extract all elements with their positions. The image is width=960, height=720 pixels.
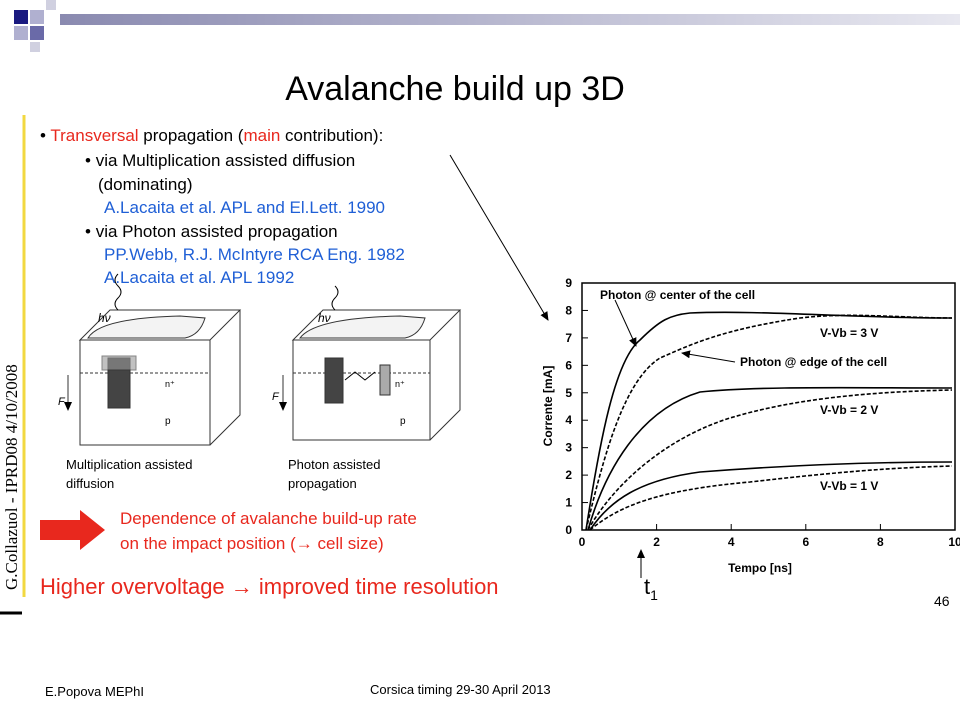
x-axis-label: Tempo [ns]: [728, 561, 792, 575]
y-tick-label: 7: [565, 331, 572, 345]
pointer: [449, 154, 549, 321]
diagram-label: n⁺: [395, 379, 405, 389]
y-tick-label: 6: [565, 358, 572, 372]
figure: Photon @ center of the cell Photon @ edg…: [541, 276, 960, 575]
annotation: Photon @ edge of the cell: [740, 355, 887, 369]
x-tick-label: 8: [877, 535, 884, 549]
bullet: • Transversal propagation (main contribu…: [40, 126, 383, 145]
diagram-label: F: [58, 396, 66, 408]
x-tick-label: 0: [579, 535, 586, 549]
footer-center: Corsica timing 29-30 April 2013: [370, 682, 551, 697]
caption: Multiplication assisted: [66, 457, 192, 472]
y-tick-label: 8: [565, 303, 572, 317]
caption: propagation: [288, 476, 357, 491]
y-tick-label: 3: [565, 441, 572, 455]
annotation: V-Vb = 2 V: [820, 403, 878, 417]
footer-left: E.Popova MEPhI: [45, 684, 144, 699]
side-note: G.Collazuol - IPRD08 4/10/2008: [2, 364, 21, 590]
caption: diffusion: [66, 476, 114, 491]
diagram-2: [279, 285, 462, 441]
y-tick-label: 1: [565, 496, 572, 510]
annotation: Photon @ center of the cell: [600, 288, 755, 302]
diagram-label: hν: [98, 311, 111, 325]
reference: A.Lacaita et al. APL 1992: [104, 268, 294, 287]
diagram-1: [64, 273, 242, 446]
diagram-label: hν: [318, 311, 331, 325]
annotation: V-Vb = 1 V: [820, 479, 878, 493]
y-tick-label: 5: [565, 386, 572, 400]
diagram-label: n⁺: [165, 379, 175, 389]
y-tick-label: 0: [565, 523, 572, 537]
y-axis-label: Corrente [mA]: [541, 366, 555, 447]
reference: A.Lacaita et al. APL and El.Lett. 1990: [104, 198, 385, 217]
sub-bullet: • via Multiplication assisted diffusion: [85, 151, 355, 170]
x-tick-label: 6: [802, 535, 809, 549]
red-arrow: [40, 510, 105, 550]
x-tick-label: 10: [948, 535, 960, 549]
plot-frame: [581, 282, 956, 531]
x-tick-label: 2: [653, 535, 660, 549]
dependence: on the impact position (→ cell size): [120, 534, 384, 553]
diagram-label: p: [165, 416, 171, 427]
reference: PP.Webb, R.J. McIntyre RCA Eng. 1982: [104, 245, 405, 264]
caption: Photon assisted: [288, 457, 381, 472]
t1: t1: [644, 574, 658, 603]
x-tick-label: 4: [728, 535, 735, 549]
page-number: 46: [934, 593, 950, 609]
diagram-label: F: [272, 391, 280, 403]
dependence: Dependence of avalanche build-up rate: [120, 509, 417, 528]
sub-bullet: • via Photon assisted propagation: [85, 222, 338, 241]
header-decoration: [14, 0, 960, 52]
curves: [585, 311, 953, 531]
annotation: V-Vb = 3 V: [820, 326, 878, 340]
y-tick-label: 9: [565, 276, 572, 290]
conclusion: Higher overvoltage → improved time resol…: [40, 574, 499, 599]
title: Avalanche build up 3D: [285, 70, 625, 108]
y-tick-label: 4: [565, 413, 572, 427]
sub-bullet-cont: (dominating): [98, 175, 193, 194]
y-tick-label: 2: [565, 468, 572, 482]
diagram-label: p: [400, 416, 406, 427]
